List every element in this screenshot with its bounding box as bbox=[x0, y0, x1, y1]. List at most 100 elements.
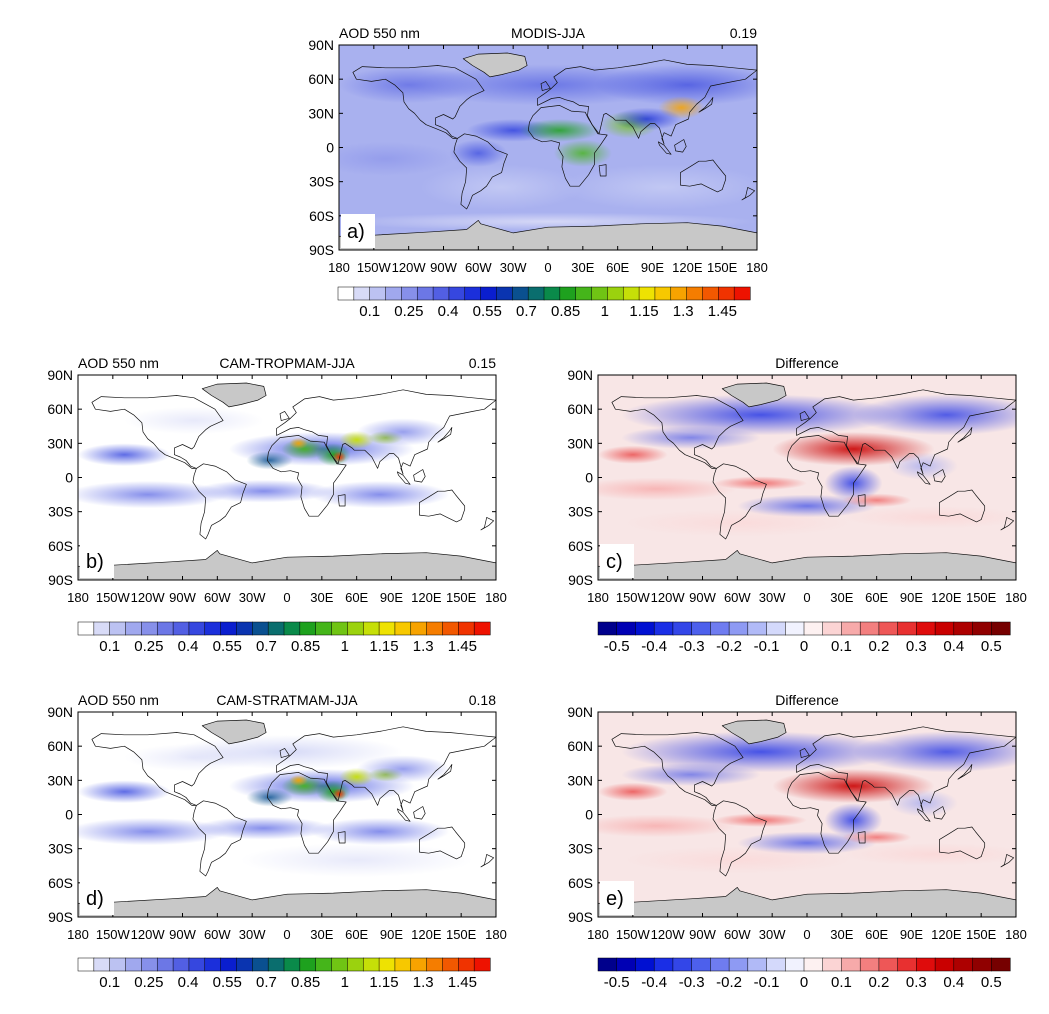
colorbar-swatch bbox=[252, 621, 269, 636]
colorbar-swatch bbox=[878, 621, 899, 636]
colorbar-swatch bbox=[464, 286, 482, 301]
lat-tick-label: 90S bbox=[48, 909, 73, 925]
colorbar-label: 1.15 bbox=[369, 974, 398, 991]
lon-tick-label: 60W bbox=[204, 927, 231, 942]
sumatra-outline bbox=[916, 471, 931, 485]
colorbar-label: 1.3 bbox=[413, 638, 434, 655]
south-america-outline bbox=[712, 463, 767, 540]
colorbar-label: 0.4 bbox=[178, 974, 199, 991]
lon-tick-label: 90W bbox=[430, 260, 457, 275]
colorbar-swatch bbox=[718, 286, 735, 301]
colorbar-swatch bbox=[141, 621, 158, 636]
colorbar-swatch bbox=[394, 957, 412, 972]
field-blob bbox=[611, 107, 682, 131]
colorbar-swatch bbox=[353, 286, 371, 301]
colorbar-swatch bbox=[426, 957, 444, 972]
panel-letter-box bbox=[600, 544, 634, 578]
lat-tick-label: 90N bbox=[567, 704, 593, 720]
panel-letter: c) bbox=[606, 551, 623, 573]
south-america-outline bbox=[192, 800, 247, 877]
colorbar-label: 0.1 bbox=[99, 974, 120, 991]
colorbar-swatch bbox=[458, 621, 475, 636]
colorbar-swatch bbox=[991, 621, 1011, 636]
colorbar-swatch bbox=[331, 621, 348, 636]
lon-tick-label: 120E bbox=[931, 590, 962, 605]
lon-tick-label: 120E bbox=[931, 927, 962, 942]
lat-tick-label: 0 bbox=[585, 807, 593, 823]
lat-tick-label: 60N bbox=[567, 401, 593, 417]
lat-tick-label: 60N bbox=[308, 71, 334, 87]
colorbar-swatch bbox=[934, 621, 955, 636]
colorbar-swatch bbox=[93, 621, 111, 636]
colorbar-swatch bbox=[785, 957, 805, 972]
south-america-outline bbox=[712, 800, 767, 877]
colorbar-swatch bbox=[473, 957, 491, 972]
lon-tick-label: 150W bbox=[616, 590, 651, 605]
colorbar-swatch bbox=[972, 957, 992, 972]
field-blob bbox=[598, 477, 738, 501]
colorbar-swatch bbox=[315, 957, 333, 972]
panel-left-title: AOD 550 nm bbox=[78, 692, 159, 708]
colorbar-swatch bbox=[458, 957, 475, 972]
colorbar-swatch bbox=[220, 621, 238, 636]
colorbar-swatch bbox=[710, 621, 730, 636]
colorbar-swatch bbox=[686, 286, 704, 301]
colorbar-swatch bbox=[635, 621, 655, 636]
colorbar-swatch bbox=[378, 621, 396, 636]
new-zealand-outline bbox=[480, 854, 495, 868]
map-panel-a: 90N 60N 30N 0 30S 60S 90S 180 150W 120W 90W 60W 30W 0… bbox=[308, 25, 768, 320]
field-blob bbox=[598, 782, 668, 801]
panel-center-title: CAM-TROPMAM-JJA bbox=[219, 355, 355, 371]
madagascar-outline bbox=[337, 831, 346, 844]
field-blob bbox=[246, 788, 293, 807]
panel-letter: d) bbox=[86, 888, 104, 910]
colorbar-label: 0.4 bbox=[178, 638, 199, 655]
lon-tick-label: 30E bbox=[310, 927, 333, 942]
madagascar-outline bbox=[857, 831, 866, 844]
antarctica-outline bbox=[78, 887, 496, 917]
colorbar-swatch bbox=[347, 957, 364, 972]
map-panel-e: 90N 60N 30N 0 30S 60S 90S 180 150W 120W 90W 60W 30W 0… bbox=[567, 692, 1027, 991]
field-blob bbox=[853, 394, 1016, 436]
colorbar-swatch bbox=[299, 621, 317, 636]
colorbar-swatch bbox=[897, 621, 917, 636]
colorbar-label: -0.2 bbox=[716, 974, 742, 991]
colorbar-swatch bbox=[803, 621, 824, 636]
lon-tick-label: 90W bbox=[689, 927, 716, 942]
colorbar-label: 1 bbox=[341, 974, 349, 991]
lat-tick-label: 30S bbox=[48, 841, 73, 857]
lon-tick-label: 30E bbox=[310, 590, 333, 605]
lon-tick-label: 0 bbox=[283, 927, 290, 942]
panel-center-title: MODIS-JJA bbox=[511, 25, 586, 41]
colorbar-label: 0.2 bbox=[868, 974, 889, 991]
lon-tick-label: 0 bbox=[544, 260, 551, 275]
lat-tick-label: 60N bbox=[47, 401, 73, 417]
colorbar-swatch bbox=[77, 957, 95, 972]
colorbar-label: 0 bbox=[800, 974, 808, 991]
field-blob bbox=[553, 139, 612, 167]
colorbar-swatch bbox=[822, 957, 843, 972]
africa-outline bbox=[266, 772, 347, 854]
colorbar-swatch bbox=[347, 621, 364, 636]
lon-tick-label: 90W bbox=[689, 590, 716, 605]
panel-letter-box bbox=[80, 544, 114, 578]
colorbar-swatch bbox=[410, 957, 428, 972]
borneo-outline bbox=[674, 139, 687, 153]
colorbar-label: 0.55 bbox=[473, 303, 502, 320]
field-blob bbox=[78, 443, 171, 467]
uk-outline bbox=[279, 411, 290, 421]
borneo-outline bbox=[933, 806, 946, 820]
lon-tick-label: 180 bbox=[485, 590, 507, 605]
field-blob bbox=[310, 480, 450, 509]
colorbar-swatch bbox=[401, 286, 418, 301]
lat-tick-label: 90S bbox=[568, 909, 593, 925]
colorbar-label: 0.1 bbox=[99, 638, 120, 655]
aod-field bbox=[78, 712, 496, 917]
colorbar-swatch bbox=[916, 957, 936, 972]
lon-tick-label: 120E bbox=[411, 590, 442, 605]
colorbar-label: 0.55 bbox=[213, 974, 242, 991]
colorbar-swatch bbox=[841, 621, 861, 636]
lat-tick-label: 90N bbox=[308, 37, 334, 53]
lon-tick-label: 60E bbox=[865, 927, 888, 942]
colorbar-swatch bbox=[672, 957, 693, 972]
